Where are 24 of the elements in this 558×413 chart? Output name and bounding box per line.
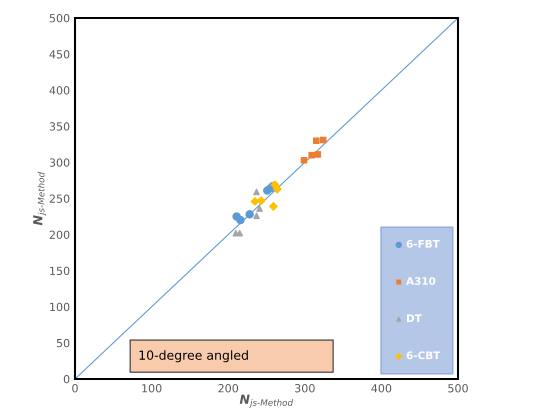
x-axis-title: N$_{js-Method}$ bbox=[240, 394, 294, 408]
x-tick-label: 100 bbox=[142, 384, 162, 392]
y-tick-label: 200 bbox=[50, 230, 70, 239]
y-tick-label: 350 bbox=[50, 122, 70, 131]
legend-label: A310 bbox=[406, 277, 436, 285]
y-tick-label: 400 bbox=[49, 86, 70, 95]
x-tick-label: 400 bbox=[371, 384, 392, 392]
y-tick-label: 450 bbox=[49, 50, 70, 58]
annotation: 10-degree angled bbox=[140, 350, 248, 362]
legend-label: 6-FBT bbox=[406, 240, 440, 248]
y-tick-label: 50 bbox=[56, 338, 70, 348]
legend-label: 6-CBT bbox=[406, 351, 440, 360]
y-tick-label: 500 bbox=[50, 14, 70, 22]
x-tick-label: 0 bbox=[72, 384, 78, 392]
y-tick-label: 250 bbox=[50, 194, 70, 203]
x-tick-label: 500 bbox=[448, 384, 468, 392]
x-tick-label: 200 bbox=[218, 384, 238, 392]
y-tick-label: 300 bbox=[50, 158, 70, 167]
y-tick-label: 0 bbox=[64, 374, 70, 384]
y-axis-title: N$_{js-Method}$ bbox=[33, 172, 46, 226]
x-tick-label: 300 bbox=[295, 384, 315, 392]
y-tick-label: 150 bbox=[50, 266, 70, 276]
y-tick-label: 100 bbox=[50, 302, 70, 312]
legend-label: DT bbox=[406, 314, 422, 322]
